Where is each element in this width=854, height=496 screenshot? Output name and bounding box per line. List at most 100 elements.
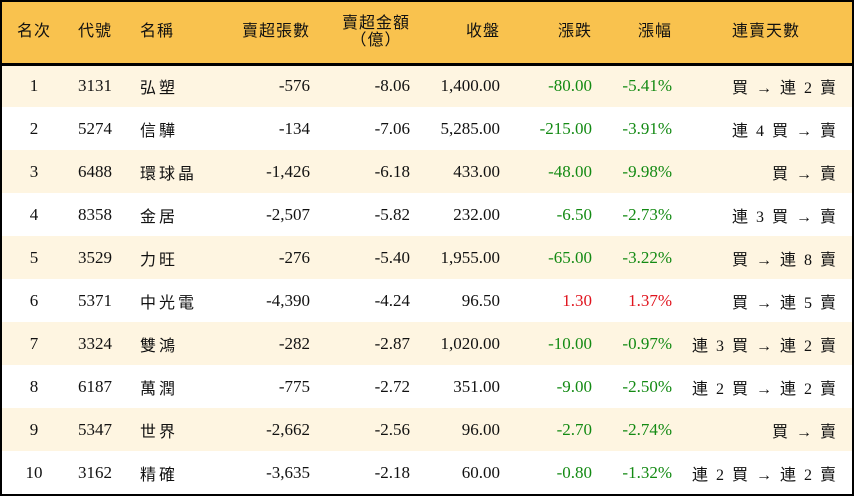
cell-rank: 5 <box>2 236 66 279</box>
cell-close: 433.00 <box>418 150 508 193</box>
table-row: 4 8358 金居 -2,507 -5.82 232.00 -6.50 -2.7… <box>2 193 852 236</box>
header-close[interactable]: 收盤 <box>418 2 508 66</box>
cell-rank: 1 <box>2 64 66 107</box>
cell-name: 精確 <box>126 451 216 494</box>
cell-change: -48.00 <box>508 150 600 193</box>
cell-name: 力旺 <box>126 236 216 279</box>
cell-change: -10.00 <box>508 322 600 365</box>
table-row: 5 3529 力旺 -276 -5.40 1,955.00 -65.00 -3.… <box>2 236 852 279</box>
cell-code: 3162 <box>66 451 126 494</box>
cell-code: 3324 <box>66 322 126 365</box>
cell-rank: 7 <box>2 322 66 365</box>
cell-code: 3529 <box>66 236 126 279</box>
cell-net-sell-amount: -6.18 <box>318 150 418 193</box>
table-row: 1 3131 弘塑 -576 -8.06 1,400.00 -80.00 -5.… <box>2 64 852 107</box>
header-rank[interactable]: 名次 <box>2 2 66 66</box>
table-row: 6 5371 中光電 -4,390 -4.24 96.50 1.30 1.37%… <box>2 279 852 322</box>
table-row: 8 6187 萬潤 -775 -2.72 351.00 -9.00 -2.50%… <box>2 365 852 408</box>
header-change-pct[interactable]: 漲幅 <box>600 2 680 66</box>
cell-net-sell-lots: -134 <box>216 107 318 150</box>
header-net-sell-amount-line2: （億） <box>350 32 402 50</box>
cell-rank: 4 <box>2 193 66 236</box>
cell-code: 8358 <box>66 193 126 236</box>
cell-change-pct: -2.74% <box>600 408 680 451</box>
cell-net-sell-amount: -2.56 <box>318 408 418 451</box>
cell-name: 弘塑 <box>126 64 216 107</box>
header-net-sell-lots[interactable]: 賣超張數 <box>216 2 318 66</box>
header-net-sell-amount-label: 賣超金額 （億） <box>342 15 410 50</box>
cell-net-sell-lots: -3,635 <box>216 451 318 494</box>
cell-name: 環球晶 <box>126 150 216 193</box>
cell-net-sell-amount: -5.82 <box>318 193 418 236</box>
header-name[interactable]: 名稱 <box>126 2 216 66</box>
header-streak[interactable]: 連賣天數 <box>680 2 852 66</box>
cell-change: -65.00 <box>508 236 600 279</box>
cell-change-pct: -2.73% <box>600 193 680 236</box>
cell-net-sell-amount: -4.24 <box>318 279 418 322</box>
cell-rank: 3 <box>2 150 66 193</box>
cell-streak: 連 2 買 → 連 2 賣 <box>680 451 852 494</box>
cell-name: 雙鴻 <box>126 322 216 365</box>
cell-rank: 2 <box>2 107 66 150</box>
cell-code: 6488 <box>66 150 126 193</box>
table-row: 9 5347 世界 -2,662 -2.56 96.00 -2.70 -2.74… <box>2 408 852 451</box>
header-net-sell-amount-line1: 賣超金額 <box>341 14 410 32</box>
table-row: 7 3324 雙鴻 -282 -2.87 1,020.00 -10.00 -0.… <box>2 322 852 365</box>
cell-streak: 買 → 賣 <box>680 150 852 193</box>
cell-net-sell-amount: -2.87 <box>318 322 418 365</box>
cell-code: 5371 <box>66 279 126 322</box>
cell-net-sell-amount: -8.06 <box>318 64 418 107</box>
cell-rank: 9 <box>2 408 66 451</box>
cell-streak: 買 → 連 8 賣 <box>680 236 852 279</box>
cell-change: -2.70 <box>508 408 600 451</box>
header-change[interactable]: 漲跌 <box>508 2 600 66</box>
cell-name: 中光電 <box>126 279 216 322</box>
cell-net-sell-lots: -4,390 <box>216 279 318 322</box>
cell-change: -6.50 <box>508 193 600 236</box>
cell-change: 1.30 <box>508 279 600 322</box>
cell-close: 1,020.00 <box>418 322 508 365</box>
cell-close: 232.00 <box>418 193 508 236</box>
cell-net-sell-amount: -5.40 <box>318 236 418 279</box>
cell-streak: 連 4 買 → 賣 <box>680 107 852 150</box>
cell-close: 96.00 <box>418 408 508 451</box>
cell-change-pct: -2.50% <box>600 365 680 408</box>
cell-net-sell-lots: -276 <box>216 236 318 279</box>
cell-change-pct: -5.41% <box>600 64 680 107</box>
cell-change-pct: -3.91% <box>600 107 680 150</box>
cell-net-sell-amount: -2.72 <box>318 365 418 408</box>
cell-close: 96.50 <box>418 279 508 322</box>
cell-net-sell-lots: -2,662 <box>216 408 318 451</box>
cell-close: 60.00 <box>418 451 508 494</box>
cell-close: 1,400.00 <box>418 64 508 107</box>
cell-rank: 10 <box>2 451 66 494</box>
cell-streak: 買 → 連 5 賣 <box>680 279 852 322</box>
cell-change-pct: -3.22% <box>600 236 680 279</box>
cell-net-sell-amount: -7.06 <box>318 107 418 150</box>
cell-change-pct: 1.37% <box>600 279 680 322</box>
table-row: 2 5274 信驊 -134 -7.06 5,285.00 -215.00 -3… <box>2 107 852 150</box>
cell-streak: 連 3 買 → 連 2 賣 <box>680 322 852 365</box>
cell-change: -215.00 <box>508 107 600 150</box>
cell-streak: 連 3 買 → 賣 <box>680 193 852 236</box>
table-row: 10 3162 精確 -3,635 -2.18 60.00 -0.80 -1.3… <box>2 451 852 494</box>
cell-net-sell-lots: -282 <box>216 322 318 365</box>
cell-name: 世界 <box>126 408 216 451</box>
cell-name: 萬潤 <box>126 365 216 408</box>
cell-change: -80.00 <box>508 64 600 107</box>
cell-net-sell-lots: -775 <box>216 365 318 408</box>
cell-change: -0.80 <box>508 451 600 494</box>
cell-close: 5,285.00 <box>418 107 508 150</box>
table-row: 3 6488 環球晶 -1,426 -6.18 433.00 -48.00 -9… <box>2 150 852 193</box>
cell-change-pct: -0.97% <box>600 322 680 365</box>
cell-code: 6187 <box>66 365 126 408</box>
cell-name: 金居 <box>126 193 216 236</box>
cell-net-sell-lots: -2,507 <box>216 193 318 236</box>
header-code[interactable]: 代號 <box>66 2 126 66</box>
cell-name: 信驊 <box>126 107 216 150</box>
cell-close: 351.00 <box>418 365 508 408</box>
header-net-sell-amount[interactable]: 賣超金額 （億） <box>318 2 418 66</box>
cell-rank: 8 <box>2 365 66 408</box>
